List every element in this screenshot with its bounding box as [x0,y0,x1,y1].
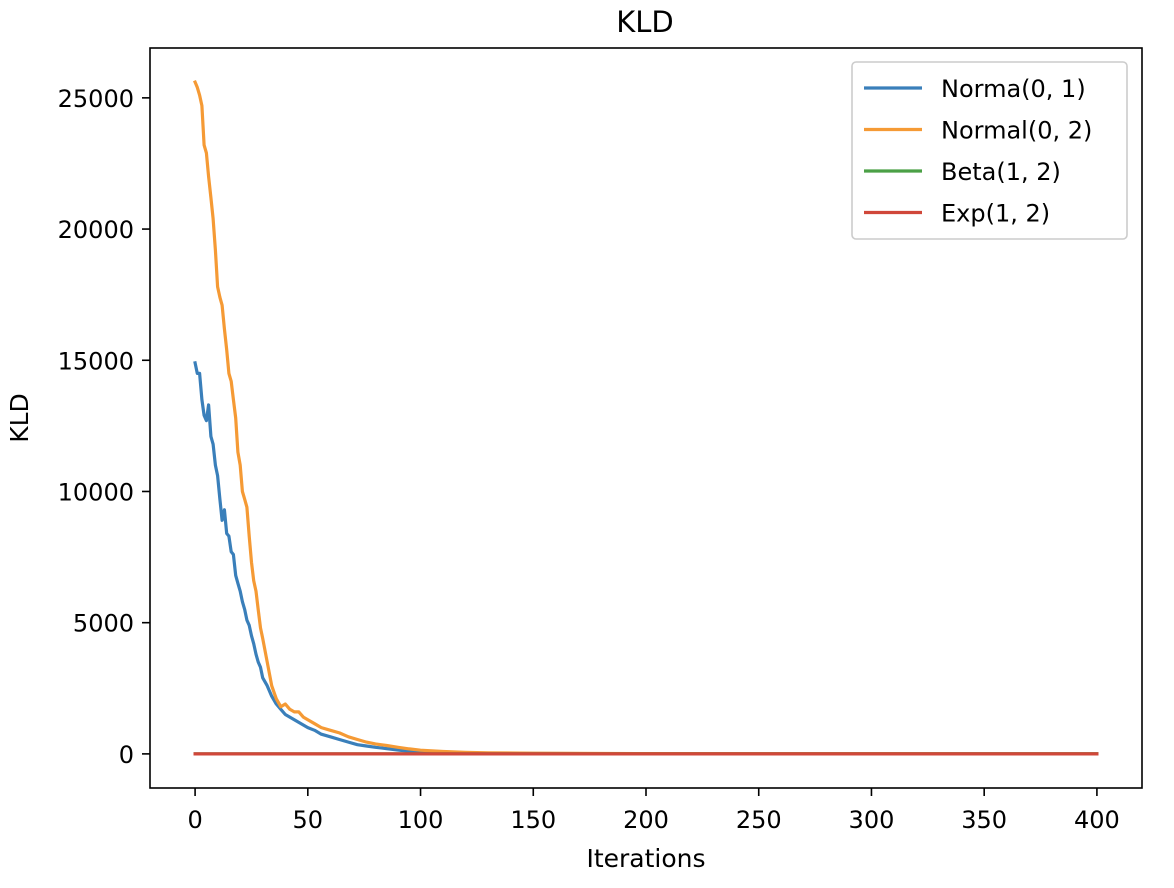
legend-frame [851,61,1128,240]
y-tick-label: 5000 [73,610,134,638]
legend: Norma(0, 1) Normal(0, 2) Beta(1, 2) Exp(1, … [851,61,1128,240]
x-tick-label: 200 [623,806,669,834]
series-lines [193,80,1099,756]
series-line-1 [193,361,1099,756]
y-axis-label: KLD [5,393,34,443]
y-tick-label: 25000 [58,85,134,113]
x-axis-ticks: 0 50 100 150 200 250 300 350 400 [187,788,1120,834]
x-tick-label: 250 [736,806,782,834]
y-tick-label: 15000 [58,347,134,375]
y-tick-label: 10000 [58,478,134,506]
y-axis-ticks: 0 5000 10000 15000 20000 25000 [58,85,150,769]
x-axis-label: Iterations [586,844,705,873]
x-tick-label: 50 [293,806,324,834]
legend-label: Norma(0, 1) [941,75,1086,103]
x-tick-label: 400 [1074,806,1120,834]
chart-title: KLD [616,5,674,39]
y-tick-label: 20000 [58,216,134,244]
legend-label: Normal(0, 2) [941,117,1092,145]
legend-label: Beta(1, 2) [941,158,1061,186]
plot-area [149,47,1143,789]
x-tick-label: 300 [849,806,895,834]
series-line-2 [193,80,1099,756]
x-tick-label: 350 [961,806,1007,834]
y-tick-label: 0 [119,741,134,769]
x-tick-label: 100 [398,806,444,834]
x-tick-label: 150 [510,806,556,834]
x-tick-label: 0 [187,806,202,834]
legend-label: Exp(1, 2) [941,200,1050,228]
